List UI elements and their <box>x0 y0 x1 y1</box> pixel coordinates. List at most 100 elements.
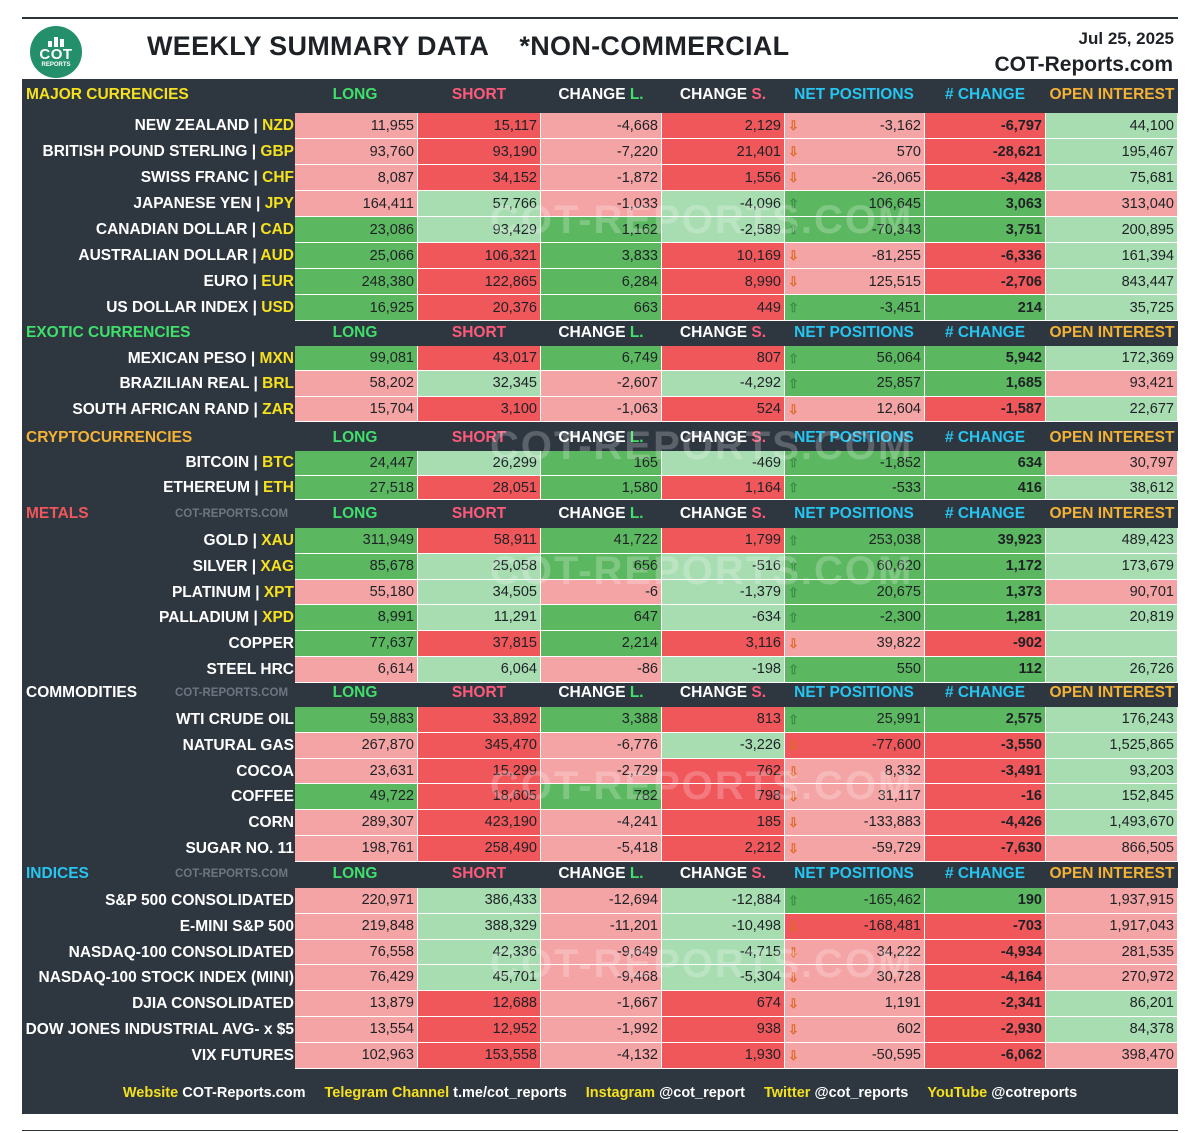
table-row: DJIA CONSOLIDATED 13,879 12,688 -1,667 674 ⇩ 1… <box>22 991 1178 1017</box>
cell-num: -7,630 <box>925 836 1046 862</box>
cell-short: 34,152 <box>418 165 541 191</box>
cell-chl: -2,729 <box>541 758 662 785</box>
cell-num: 2,575 <box>925 707 1046 733</box>
cell-oi: 843,447 <box>1046 269 1178 295</box>
cell-chl: -2,607 <box>541 371 662 397</box>
cell-chs: 762 <box>662 758 785 785</box>
cell-net: ⇩ -168,481 <box>785 913 925 940</box>
table-row: NATURAL GAS 267,870 345,470 -6,776 -3,226 ⇩ -7… <box>22 732 1178 759</box>
instrument-name: SUGAR NO. 11 <box>185 840 294 857</box>
column-header-oi: OPEN INTEREST <box>1049 865 1175 882</box>
cell-long: 55,180 <box>295 579 418 606</box>
table-row: WTI CRUDE OIL 59,883 33,892 3,388 813 ⇧ 25,991… <box>22 707 1178 733</box>
cell-net: ⇩ 125,515 <box>785 269 925 295</box>
table-row: SUGAR NO. 11 198,761 258,490 -5,418 2,212 ⇩ -5… <box>22 836 1178 862</box>
column-header-num-change: # CHANGE <box>944 324 1026 341</box>
footer-link[interactable]: Instagram @cot_report <box>585 1085 745 1101</box>
table-row: COFFEE 49,722 18,605 782 798 ⇩ 31,117 -16 152,84… <box>22 784 1178 811</box>
footer-link[interactable]: Twitter @cot_reports <box>763 1085 909 1101</box>
instrument-name: PLATINUM | XPT <box>171 583 294 601</box>
ticker-symbol: XPD <box>262 609 294 627</box>
page-title: WEEKLY SUMMARY DATA *NON-COMMERCIAL <box>147 31 790 61</box>
cell-short: 43,017 <box>418 346 541 372</box>
cell-long: 289,307 <box>295 810 418 836</box>
cell-num: -16 <box>925 784 1046 811</box>
down-arrow-icon: ⇩ <box>788 841 799 856</box>
table-row: PLATINUM | XPT 55,180 34,505 -6 -1,379 ⇧ 20,67… <box>22 579 1178 606</box>
section-title: MAJOR CURRENCIES <box>26 86 189 103</box>
cell-chs: 1,164 <box>662 475 785 500</box>
cell-long: 93,760 <box>295 139 418 165</box>
cell-chs: 1,556 <box>662 165 785 191</box>
ticker-symbol: EUR <box>261 273 294 290</box>
cell-net: ⇩ 30,728 <box>785 965 925 992</box>
cell-short: 12,688 <box>418 991 541 1017</box>
column-header-change-s: CHANGE S. <box>679 429 767 446</box>
cell-num: 1,685 <box>925 371 1046 397</box>
instrument-name: US DOLLAR INDEX | USD <box>106 299 294 316</box>
table-row: VIX FUTURES 102,963 153,558 -4,132 1,930 ⇩ -50… <box>22 1042 1178 1069</box>
instrument-name: DJIA CONSOLIDATED <box>132 995 294 1013</box>
down-arrow-icon: ⇩ <box>788 763 799 779</box>
instrument-name: BRAZILIAN REAL | BRL <box>119 375 294 393</box>
cell-chl: -5,418 <box>541 836 662 862</box>
up-arrow-icon: ⇧ <box>788 584 799 600</box>
cell-net: ⇩ -3,162 <box>785 113 925 139</box>
cell-chs: 524 <box>662 396 785 422</box>
cell-chs: 1,799 <box>662 528 785 554</box>
cell-long: 23,086 <box>295 217 418 243</box>
cell-chs: 1,930 <box>662 1042 785 1069</box>
down-arrow-icon: ⇩ <box>788 144 799 159</box>
cell-net: ⇩ -77,600 <box>785 732 925 759</box>
cell-oi: 44,100 <box>1046 113 1178 139</box>
column-header-net: NET POSITIONS <box>794 324 914 341</box>
instrument-name: STEEL HRC <box>206 661 294 678</box>
bottom-rule <box>22 1130 1178 1131</box>
column-header-change-s: CHANGE S. <box>679 684 767 701</box>
cell-short: 93,190 <box>418 139 541 165</box>
table-row: SILVER | XAG 85,678 25,058 656 -516 ⇧ 60,620 1,… <box>22 553 1178 580</box>
cell-long: 77,637 <box>295 631 418 657</box>
table-row: US DOLLAR INDEX | USD 16,925 20,376 663 449 ⇧… <box>22 295 1178 321</box>
ticker-symbol: XAU <box>261 532 294 549</box>
cell-long: 76,429 <box>295 965 418 992</box>
section-title: COMMODITIES <box>26 684 138 701</box>
table-row: NEW ZEALAND | NZD 11,955 15,117 -4,668 2,129… <box>22 113 1178 139</box>
column-header-short: SHORT <box>451 865 507 882</box>
ticker-symbol: ETH <box>263 478 294 496</box>
table-row: SWISS FRANC | CHF 8,087 34,152 -1,872 1,556 ⇩… <box>22 165 1178 191</box>
cell-chl: -1,667 <box>541 991 662 1017</box>
cell-short: 258,490 <box>418 836 541 862</box>
cell-chl: 656 <box>541 553 662 580</box>
cell-oi: 1,917,043 <box>1046 913 1178 940</box>
table-row: E-MINI S&P 500 219,848 388,329 -11,201 -10,4… <box>22 913 1178 940</box>
cell-net: ⇧ -2,300 <box>785 605 925 632</box>
instrument-name: COFFEE <box>231 788 294 806</box>
cell-chl: -11,201 <box>541 913 662 940</box>
down-arrow-icon: ⇩ <box>788 815 799 831</box>
cell-num: 190 <box>925 888 1046 914</box>
up-arrow-icon: ⇧ <box>788 196 799 211</box>
down-arrow-icon: ⇩ <box>788 170 799 185</box>
section-watermark: COT-REPORTS.COM <box>175 508 289 520</box>
cell-chl: -1,992 <box>541 1017 662 1043</box>
cell-chs: 10,169 <box>662 243 785 269</box>
cell-chl: 1,580 <box>541 475 662 500</box>
cell-num: -703 <box>925 913 1046 940</box>
footer-link[interactable]: Telegram Channel t.me/cot_reports <box>324 1085 567 1101</box>
cell-long: 102,963 <box>295 1042 418 1069</box>
cell-chs: 185 <box>662 810 785 836</box>
cell-num: -2,930 <box>925 1017 1046 1043</box>
instrument-name: MEXICAN PESO | MXN <box>127 350 294 367</box>
cell-long: 58,202 <box>295 371 418 397</box>
table-row: BRITISH POUND STERLING | GBP 93,760 93,190… <box>22 139 1178 165</box>
column-header-net: NET POSITIONS <box>794 865 914 882</box>
cell-oi: 93,421 <box>1046 371 1178 397</box>
footer-link[interactable]: YouTube @cotreports <box>927 1085 1078 1101</box>
cell-chl: -9,468 <box>541 965 662 992</box>
footer-link[interactable]: Website COT-Reports.com <box>122 1085 306 1101</box>
column-header-net: NET POSITIONS <box>794 86 914 103</box>
instrument-name: CANADIAN DOLLAR | CAD <box>95 221 294 238</box>
cell-oi: 152,845 <box>1046 784 1178 811</box>
cell-long: 311,949 <box>295 528 418 554</box>
